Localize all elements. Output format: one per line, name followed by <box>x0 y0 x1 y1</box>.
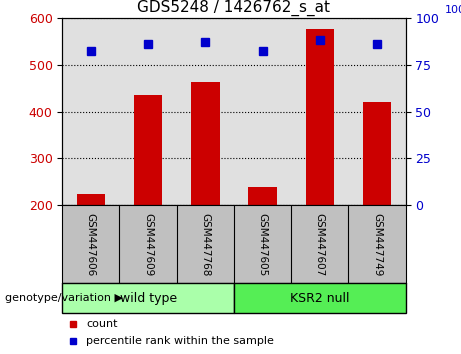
FancyBboxPatch shape <box>62 283 234 313</box>
Text: count: count <box>86 319 118 329</box>
Text: KSR2 null: KSR2 null <box>290 292 349 305</box>
Text: genotype/variation ▶: genotype/variation ▶ <box>5 293 123 303</box>
FancyBboxPatch shape <box>234 283 406 313</box>
Bar <box>191 82 219 205</box>
Bar <box>77 194 105 205</box>
Text: 100%: 100% <box>444 5 461 15</box>
Title: GDS5248 / 1426762_s_at: GDS5248 / 1426762_s_at <box>137 0 331 16</box>
Text: GSM447607: GSM447607 <box>315 213 325 276</box>
Bar <box>363 102 391 205</box>
Text: GSM447768: GSM447768 <box>201 212 210 276</box>
Bar <box>134 95 162 205</box>
Text: GSM447609: GSM447609 <box>143 213 153 276</box>
Text: GSM447605: GSM447605 <box>258 213 267 276</box>
Bar <box>248 187 277 205</box>
Text: GSM447749: GSM447749 <box>372 212 382 276</box>
Bar <box>306 29 334 205</box>
Text: wild type: wild type <box>119 292 177 305</box>
Text: percentile rank within the sample: percentile rank within the sample <box>86 336 274 346</box>
Text: GSM447606: GSM447606 <box>86 213 96 276</box>
